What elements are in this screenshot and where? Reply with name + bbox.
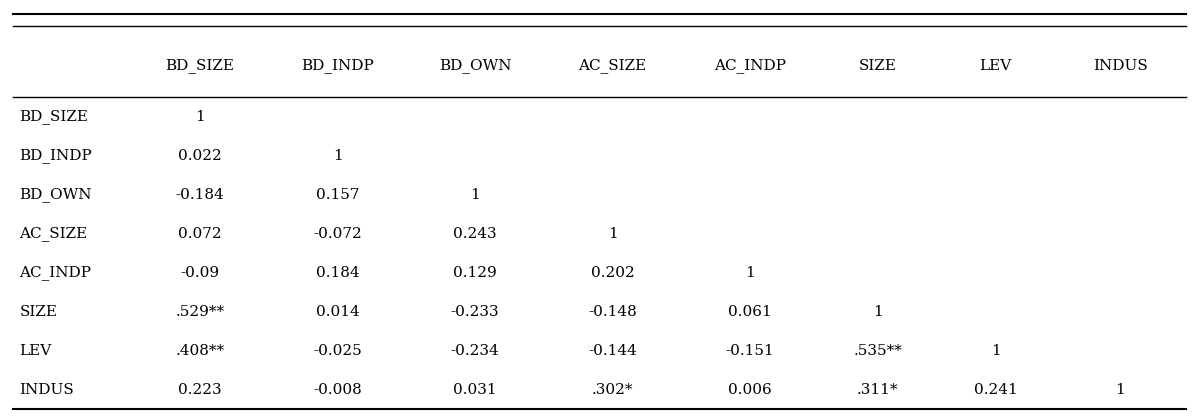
Text: LEV: LEV — [19, 344, 52, 358]
Text: SIZE: SIZE — [858, 59, 897, 73]
Text: -0.09: -0.09 — [180, 266, 219, 280]
Text: 0.129: 0.129 — [453, 266, 496, 280]
Text: LEV: LEV — [980, 59, 1012, 73]
Text: 1: 1 — [470, 188, 480, 202]
Text: 0.072: 0.072 — [179, 227, 222, 241]
Text: INDUS: INDUS — [1092, 59, 1147, 73]
Text: AC_SIZE: AC_SIZE — [578, 59, 646, 73]
Text: 0.061: 0.061 — [728, 305, 772, 319]
Text: BD_OWN: BD_OWN — [439, 59, 511, 73]
Text: .408**: .408** — [175, 344, 224, 358]
Text: 1: 1 — [873, 305, 882, 319]
Text: 0.223: 0.223 — [179, 383, 222, 397]
Text: 0.014: 0.014 — [315, 305, 360, 319]
Text: -0.072: -0.072 — [313, 227, 362, 241]
Text: AC_INDP: AC_INDP — [19, 265, 91, 280]
Text: -0.025: -0.025 — [313, 344, 362, 358]
Text: 0.006: 0.006 — [728, 383, 772, 397]
Text: BD_SIZE: BD_SIZE — [19, 109, 89, 124]
Text: 1: 1 — [746, 266, 755, 280]
Text: .535**: .535** — [854, 344, 903, 358]
Text: 1: 1 — [195, 110, 205, 124]
Text: -0.151: -0.151 — [725, 344, 775, 358]
Text: 1: 1 — [608, 227, 617, 241]
Text: .302*: .302* — [592, 383, 633, 397]
Text: -0.148: -0.148 — [589, 305, 637, 319]
Text: -0.008: -0.008 — [313, 383, 362, 397]
Text: 0.022: 0.022 — [179, 149, 222, 163]
Text: AC_INDP: AC_INDP — [715, 59, 787, 73]
Text: 1: 1 — [332, 149, 343, 163]
Text: BD_INDP: BD_INDP — [19, 148, 92, 163]
Text: INDUS: INDUS — [19, 383, 74, 397]
Text: BD_OWN: BD_OWN — [19, 187, 92, 202]
Text: -0.234: -0.234 — [451, 344, 500, 358]
Text: .311*: .311* — [857, 383, 898, 397]
Text: BD_INDP: BD_INDP — [301, 59, 374, 73]
Text: 1: 1 — [1115, 383, 1125, 397]
Text: -0.233: -0.233 — [451, 305, 499, 319]
Text: BD_SIZE: BD_SIZE — [165, 59, 235, 73]
Text: 0.243: 0.243 — [453, 227, 496, 241]
Text: 1: 1 — [990, 344, 1001, 358]
Text: 0.241: 0.241 — [974, 383, 1018, 397]
Text: 0.157: 0.157 — [315, 188, 360, 202]
Text: -0.184: -0.184 — [175, 188, 224, 202]
Text: 0.184: 0.184 — [315, 266, 360, 280]
Text: 0.202: 0.202 — [591, 266, 634, 280]
Text: SIZE: SIZE — [19, 305, 58, 319]
Text: .529**: .529** — [175, 305, 224, 319]
Text: -0.144: -0.144 — [589, 344, 637, 358]
Text: 0.031: 0.031 — [453, 383, 496, 397]
Text: AC_SIZE: AC_SIZE — [19, 226, 88, 241]
